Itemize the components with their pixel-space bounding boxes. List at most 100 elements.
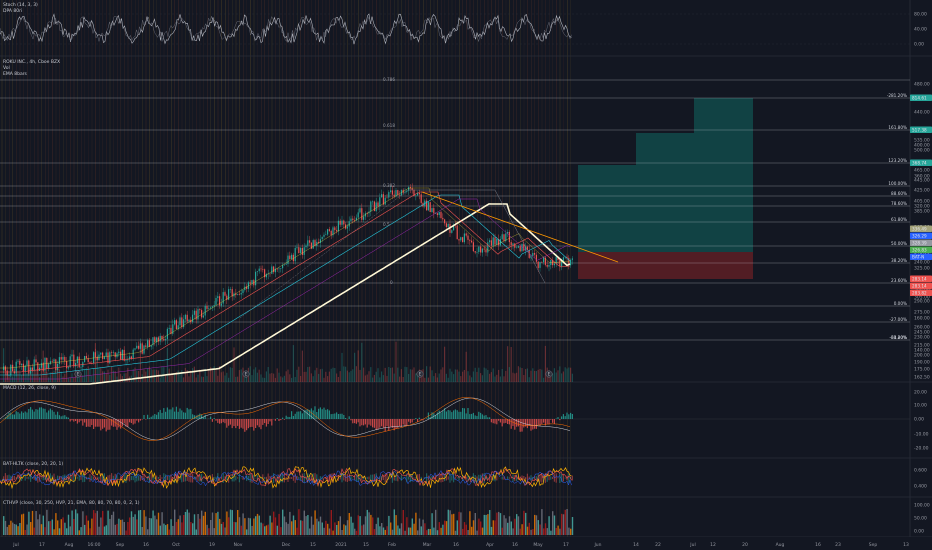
- macd-histogram-bar: [276, 418, 278, 419]
- session-separator-lines: [1, 0, 571, 537]
- macd-histogram-bar: [568, 414, 570, 419]
- bat-bar: [530, 475, 532, 481]
- price-axis-label: 200.00: [914, 353, 930, 359]
- candle-body: [148, 340, 150, 347]
- bat-bar: [273, 473, 275, 483]
- volume-bar: [287, 369, 289, 382]
- volume-bar: [13, 366, 15, 382]
- bat-bar: [238, 473, 240, 483]
- macd-histogram-bar: [370, 419, 372, 426]
- bat-bar: [492, 475, 494, 481]
- volume-bar: [499, 376, 501, 382]
- bat-bar: [147, 476, 149, 480]
- volume-bar: [336, 373, 338, 382]
- bat-bar: [409, 473, 411, 483]
- cthvp-bar: [247, 517, 250, 535]
- macd-histogram-bar: [550, 419, 552, 420]
- macd-histogram-bar: [274, 419, 276, 421]
- cthvp-bar: [523, 510, 525, 535]
- candle-body: [258, 268, 260, 272]
- cthvp-bar: [195, 529, 197, 535]
- retracement-level-label: 0: [390, 280, 393, 285]
- macd-histogram-bar: [57, 411, 59, 419]
- symbol-title[interactable]: ROKU INC., 4h, Cboe BZX: [3, 59, 60, 65]
- fibonacci-extension-lines[interactable]: [0, 79, 910, 341]
- trend-drawings[interactable]: [239, 189, 619, 319]
- volume-bar: [69, 377, 71, 382]
- volume-bar: [445, 373, 447, 382]
- cthvp-bar: [287, 523, 289, 535]
- price-axis-label: 175.00: [914, 367, 930, 373]
- candle-body: [238, 294, 240, 295]
- macd-histogram-bar: [141, 419, 143, 420]
- volume-bar: [355, 366, 357, 382]
- bat-bar: [377, 477, 379, 479]
- cthvp-bar: [519, 528, 521, 535]
- bat-bar: [267, 473, 269, 483]
- candle-body: [159, 335, 161, 342]
- macd-histogram-bar: [251, 419, 253, 427]
- cthvp-bar: [267, 524, 269, 535]
- volume-bar: [35, 369, 37, 382]
- price-tag-bg: [910, 246, 932, 253]
- volume-bar: [300, 376, 302, 382]
- volume-bar: [208, 370, 210, 382]
- time-axis-label: 20: [742, 542, 748, 548]
- volume-bar: [19, 370, 21, 382]
- fib-channel-drawing[interactable]: [408, 189, 546, 284]
- cthvp-bar: [357, 515, 359, 535]
- fib-retracement-anchor[interactable]: [239, 189, 409, 319]
- volume-bar: [402, 377, 404, 382]
- cthvp-bar: [514, 518, 516, 535]
- cthvp-bar: [341, 530, 343, 535]
- volume-bar: [109, 374, 111, 382]
- candle-body: [535, 254, 537, 262]
- volume-bar: [260, 374, 262, 382]
- bat-bar: [307, 473, 309, 483]
- cthvp-bar: [197, 514, 199, 535]
- cthvp-bar: [339, 516, 341, 535]
- cthvp-bar: [161, 512, 163, 535]
- macd-histogram-bar: [431, 412, 433, 419]
- volume-bar: [481, 375, 483, 382]
- price-axis-label: 240.00: [914, 260, 930, 266]
- bat-bar: [109, 474, 111, 482]
- long-position-tool[interactable]: [578, 98, 753, 279]
- macd-histogram-bar: [154, 414, 156, 419]
- volume-bar: [489, 373, 491, 382]
- volume-bar: [415, 373, 417, 382]
- candle-body: [490, 240, 492, 246]
- macd-histogram-bar: [55, 414, 57, 419]
- volume-bar: [274, 377, 276, 382]
- candle-body: [66, 361, 68, 369]
- bat-bar: [451, 475, 453, 481]
- macd-histogram-bar: [143, 415, 145, 419]
- candle-body: [102, 352, 104, 360]
- candle-body: [28, 360, 30, 374]
- cthvp-bar: [552, 511, 554, 535]
- volume-bar: [282, 377, 284, 382]
- cthvp-bar: [192, 523, 194, 535]
- time-axis[interactable]: Jul 17 Aug 16:00 Sep 16 Oct 19 Nov Dec 15 2021 15 Feb…: [12, 542, 909, 548]
- downtrend-line[interactable]: [421, 191, 619, 263]
- bat-bar: [213, 477, 215, 479]
- macd-histogram-bar: [102, 419, 104, 429]
- cthvp-bar: [393, 509, 395, 535]
- volume-bar: [255, 367, 257, 382]
- candle-body: [67, 367, 69, 369]
- macd-histogram-bar: [107, 419, 109, 430]
- bat-bar: [206, 475, 208, 481]
- volume-bar: [384, 367, 386, 382]
- macd-histogram-bar: [571, 414, 573, 419]
- candle-body: [451, 230, 453, 233]
- earnings-marker-label: E: [548, 372, 551, 378]
- candle-body: [78, 356, 80, 368]
- candle-body: [494, 237, 496, 245]
- cthvp-bar: [429, 529, 431, 535]
- cthvp-bar: [98, 526, 100, 535]
- bat-bar: [199, 474, 201, 482]
- volume-bar: [199, 369, 201, 382]
- volume-bar: [215, 370, 217, 382]
- bat-bar: [175, 475, 177, 481]
